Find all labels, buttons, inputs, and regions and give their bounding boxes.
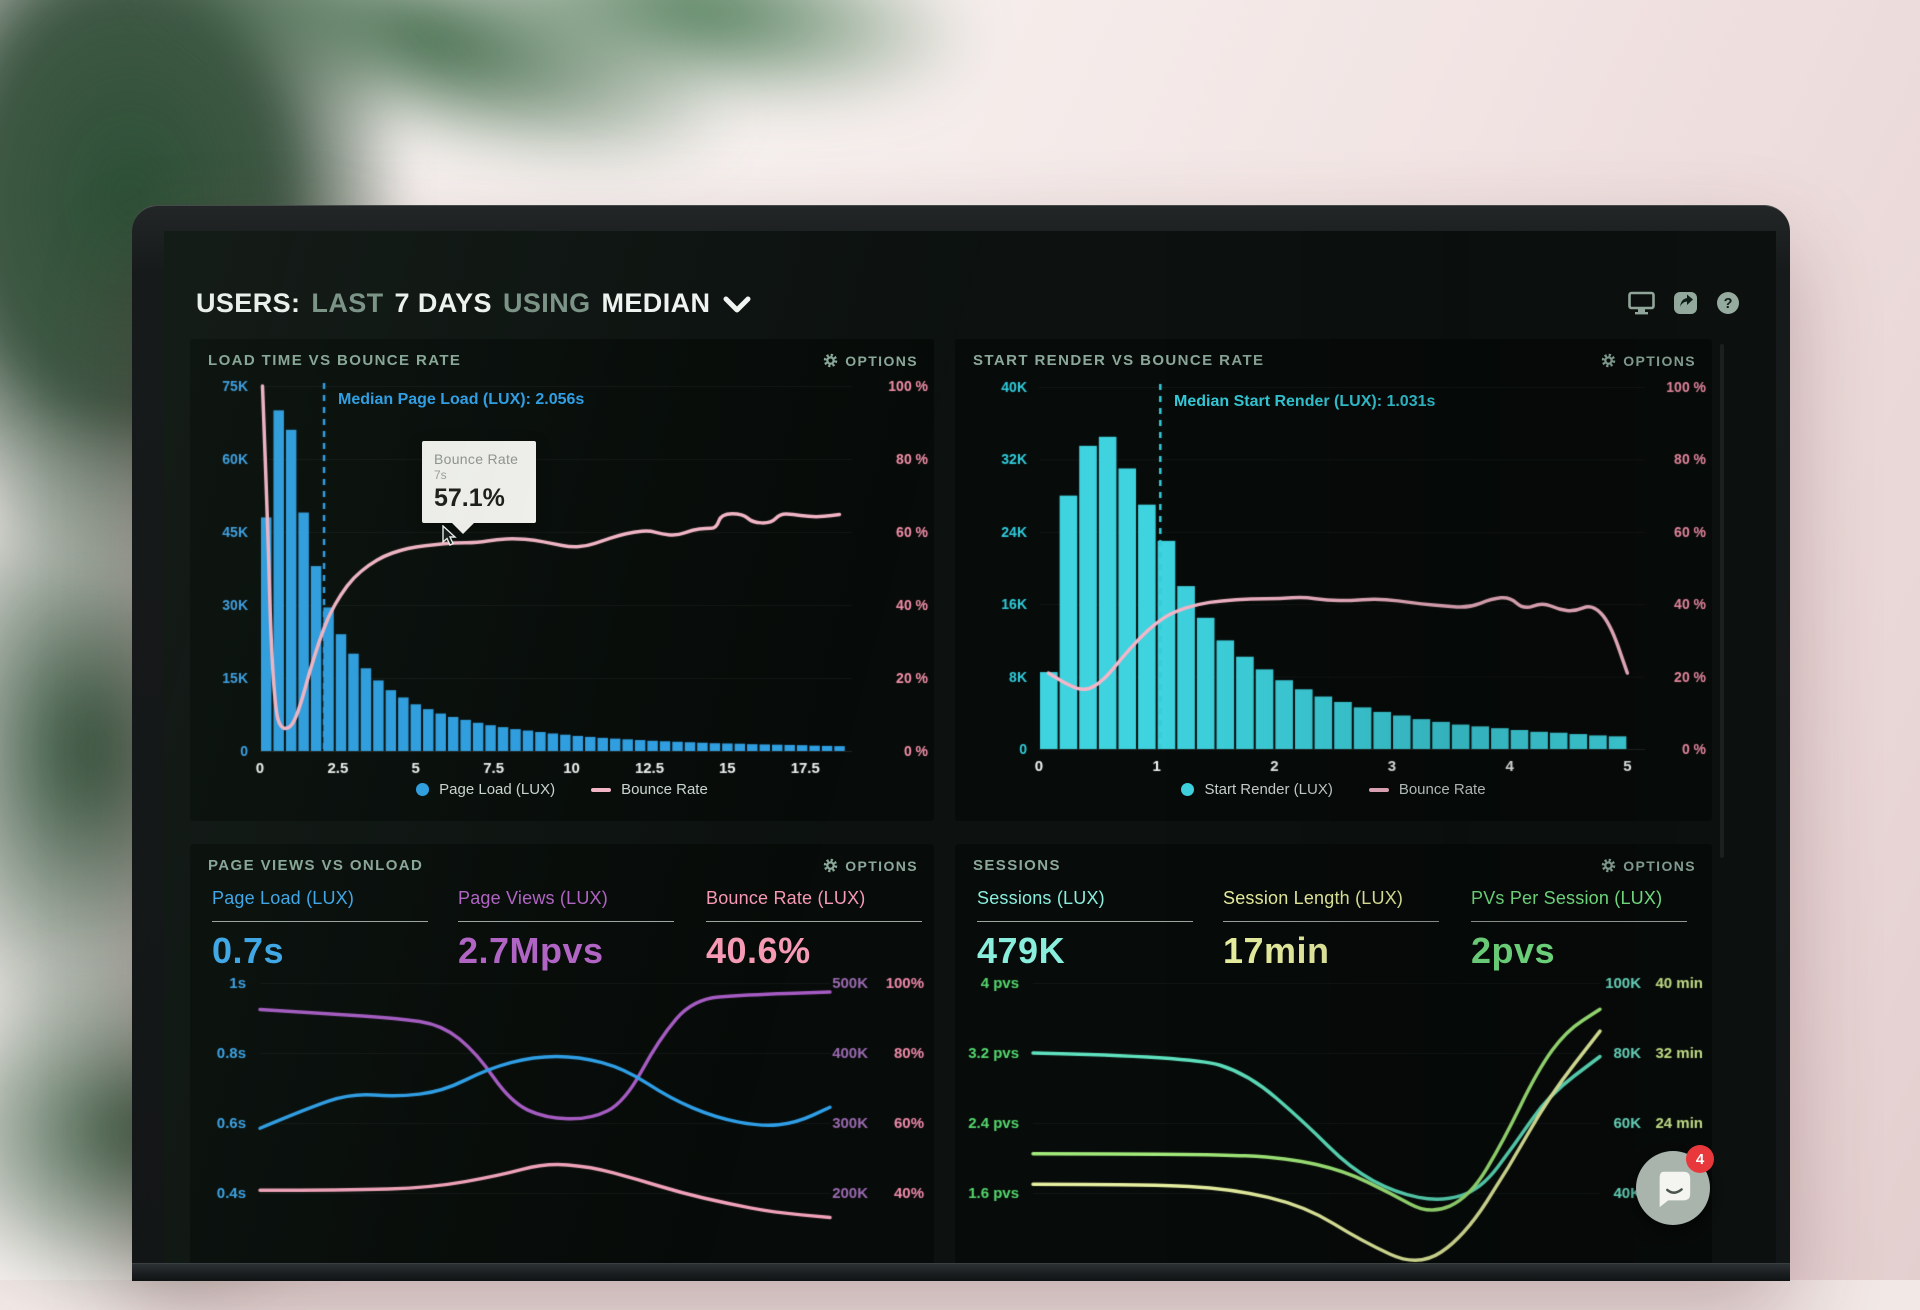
options-label: OPTIONS: [1623, 353, 1696, 369]
load-time-chart[interactable]: [190, 377, 934, 781]
chart-legend: Page Load (LUX) Bounce Rate: [190, 781, 934, 798]
metric-underline: [977, 921, 1193, 922]
gear-icon: [823, 353, 838, 368]
panel-sessions: SESSIONS OPTIONS Sessions (LUX): [955, 844, 1712, 1263]
tooltip-series: Bounce Rate: [434, 451, 526, 467]
gear-icon: [1601, 858, 1616, 873]
metric-page-load[interactable]: Page Load (LUX) 0.7s: [212, 888, 440, 972]
mouse-cursor: [442, 525, 458, 547]
legend-dash: [1369, 788, 1389, 792]
chart-legend: Start Render (LUX) Bounce Rate: [955, 781, 1712, 798]
metric-sessions[interactable]: Sessions (LUX) 479K: [977, 888, 1205, 972]
help-icon[interactable]: ?: [1716, 291, 1740, 315]
metric-page-views[interactable]: Page Views (LUX) 2.7Mpvs: [458, 888, 686, 972]
dashboard-screen: USERS: LAST 7 DAYS USING MEDIAN: [164, 231, 1776, 1263]
chart-tooltip: Bounce Rate 7s 57.1%: [422, 441, 536, 523]
tooltip-time: 7s: [434, 468, 526, 482]
panel-title: PAGE VIEWS VS ONLOAD: [208, 857, 423, 874]
panel-start-render: START RENDER VS BOUNCE RATE OPTIONS Medi…: [955, 339, 1712, 821]
chat-launcher[interactable]: 4: [1636, 1151, 1710, 1225]
median-marker-label: Median Start Render (LUX): 1.031s: [1174, 393, 1435, 411]
legend-label: Page Load (LUX): [439, 781, 555, 798]
panel-page-views: PAGE VIEWS VS ONLOAD OPTIONS Page Load (…: [190, 844, 934, 1263]
title-part: USERS:: [196, 288, 300, 319]
panel-load-time: LOAD TIME VS BOUNCE RATE OPTIONS Median …: [190, 339, 934, 821]
metric-bounce-rate[interactable]: Bounce Rate (LUX) 40.6%: [706, 888, 934, 972]
median-marker-label: Median Page Load (LUX): 2.056s: [338, 391, 584, 409]
title-part: 7 DAYS: [395, 288, 492, 319]
legend-label: Bounce Rate: [621, 781, 708, 798]
chat-bubble-icon: [1652, 1167, 1694, 1209]
chevron-down-icon[interactable]: [723, 296, 751, 314]
panel-title: LOAD TIME VS BOUNCE RATE: [208, 352, 461, 369]
options-button[interactable]: OPTIONS: [1601, 353, 1696, 369]
panel-title: START RENDER VS BOUNCE RATE: [973, 352, 1264, 369]
options-button[interactable]: OPTIONS: [823, 353, 918, 369]
panel-title: SESSIONS: [973, 857, 1061, 874]
metric-underline: [1471, 921, 1687, 922]
options-label: OPTIONS: [845, 858, 918, 874]
metric-pvs-per-session[interactable]: PVs Per Session (LUX) 2pvs: [1471, 888, 1699, 972]
laptop-bezel-bottom: [132, 1263, 1790, 1281]
legend-label: Bounce Rate: [1399, 781, 1486, 798]
dashboard-header: USERS: LAST 7 DAYS USING MEDIAN: [196, 281, 1740, 325]
sessions-chart[interactable]: [955, 969, 1712, 1263]
tooltip-value: 57.1%: [434, 484, 526, 513]
gear-icon: [1601, 353, 1616, 368]
metric-underline: [212, 921, 428, 922]
title-part: LAST: [311, 288, 383, 319]
panel-grid: LOAD TIME VS BOUNCE RATE OPTIONS Median …: [190, 339, 1712, 1263]
metric-underline: [706, 921, 922, 922]
metric-underline: [1223, 921, 1439, 922]
legend-dot: [1181, 783, 1194, 796]
metric-session-length[interactable]: Session Length (LUX) 17min: [1223, 888, 1451, 972]
notification-badge: 4: [1686, 1145, 1714, 1173]
gear-icon: [823, 858, 838, 873]
photo-background: USERS: LAST 7 DAYS USING MEDIAN: [0, 0, 1920, 1280]
page-views-chart[interactable]: [190, 969, 934, 1263]
options-label: OPTIONS: [845, 353, 918, 369]
legend-dash: [591, 788, 611, 792]
legend-dot: [416, 783, 429, 796]
start-render-chart[interactable]: [955, 377, 1712, 781]
options-label: OPTIONS: [1623, 858, 1696, 874]
display-icon[interactable]: [1628, 291, 1655, 315]
legend-label: Start Render (LUX): [1204, 781, 1332, 798]
laptop: USERS: LAST 7 DAYS USING MEDIAN: [132, 205, 1790, 1280]
svg-text:?: ?: [1724, 296, 1733, 312]
header-icons: ?: [1628, 291, 1740, 315]
page-title: USERS: LAST 7 DAYS USING MEDIAN: [196, 288, 751, 319]
title-part: USING: [503, 288, 591, 319]
scrollbar[interactable]: [1720, 344, 1724, 858]
options-button[interactable]: OPTIONS: [823, 858, 918, 874]
title-part: MEDIAN: [602, 288, 711, 319]
share-icon[interactable]: [1673, 291, 1698, 315]
metric-underline: [458, 921, 674, 922]
options-button[interactable]: OPTIONS: [1601, 858, 1696, 874]
